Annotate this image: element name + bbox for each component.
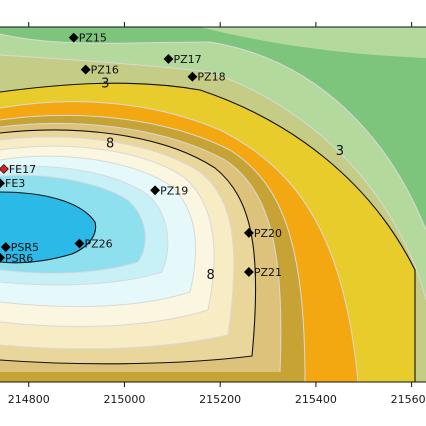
well-label: PZ19	[160, 184, 188, 197]
well-marker-group: PSR6	[0, 252, 33, 265]
well-label: PZ26	[84, 238, 112, 251]
contour-line-inner	[0, 191, 97, 264]
contour-line-light-2	[0, 54, 426, 301]
contour-line-light-5	[0, 122, 282, 373]
well-marker	[74, 238, 85, 249]
contour-line-light-4	[0, 114, 306, 382]
well-marker	[0, 164, 9, 174]
well-marker-group: PZ17	[163, 53, 202, 66]
well-marker	[243, 267, 254, 277]
band-blue	[0, 192, 96, 263]
well-marker	[0, 252, 5, 263]
contour-label: 8	[206, 268, 214, 283]
well-marker-group: PZ21	[243, 266, 282, 279]
x-tick-label: 215200	[199, 393, 241, 406]
well-label: PZ16	[91, 64, 119, 77]
x-tick-label: 215000	[103, 393, 145, 406]
x-tick-label: 214800	[8, 393, 50, 406]
contour-label: 8	[106, 137, 114, 152]
well-label: FE3	[5, 177, 25, 190]
x-axis-ticks: 214800 215000 215200 215400 215600	[8, 22, 426, 406]
contour-lines	[0, 33, 426, 382]
contour-line-light-10	[0, 174, 146, 274]
well-label: PZ21	[254, 266, 282, 279]
well-marker	[68, 32, 79, 43]
well-marker-group: PZ15	[68, 32, 107, 45]
x-tick-label: 215600	[391, 393, 426, 406]
well-label: PZ18	[197, 71, 225, 84]
well-marker-group: PSR5	[0, 241, 39, 254]
contour-line-3	[0, 82, 416, 382]
contour-label: 3	[336, 144, 344, 159]
well-marker-group: FE17	[0, 163, 36, 176]
well-label: PZ17	[173, 53, 201, 66]
well-label: PSR6	[5, 252, 33, 265]
well-marker	[80, 64, 91, 75]
contour-label: 3	[101, 76, 109, 91]
band-light-green	[200, 27, 426, 58]
contour-line-light-9	[0, 165, 169, 286]
well-label: FE17	[9, 163, 36, 176]
well-label: PZ20	[254, 227, 282, 240]
well-label: PSR5	[11, 241, 39, 254]
contour-line-light-7	[0, 145, 215, 327]
well-label: PZ15	[79, 32, 107, 45]
well-marker-group: PZ26	[74, 238, 113, 251]
well-marker	[150, 185, 161, 196]
contour-line-light-1	[0, 33, 426, 231]
well-marker	[243, 227, 254, 238]
contour-line-light-6	[0, 136, 235, 350]
x-tick-label: 215400	[295, 393, 337, 406]
well-marker-group: PZ18	[187, 71, 226, 84]
contour-labels: 3 3 8 8	[101, 76, 344, 283]
well-marker	[0, 178, 5, 189]
well-marker-group: PZ16	[80, 64, 119, 77]
well-marker	[0, 242, 11, 253]
well-marker-group: PZ20	[243, 227, 282, 240]
well-marker-group: FE3	[0, 177, 25, 190]
well-marker-group: PZ19	[150, 184, 188, 197]
contour-line-light-3	[0, 101, 359, 382]
well-marker	[163, 54, 174, 64]
axes	[0, 26, 426, 383]
well-marker	[187, 71, 198, 82]
contour-line-light-8	[0, 155, 196, 308]
